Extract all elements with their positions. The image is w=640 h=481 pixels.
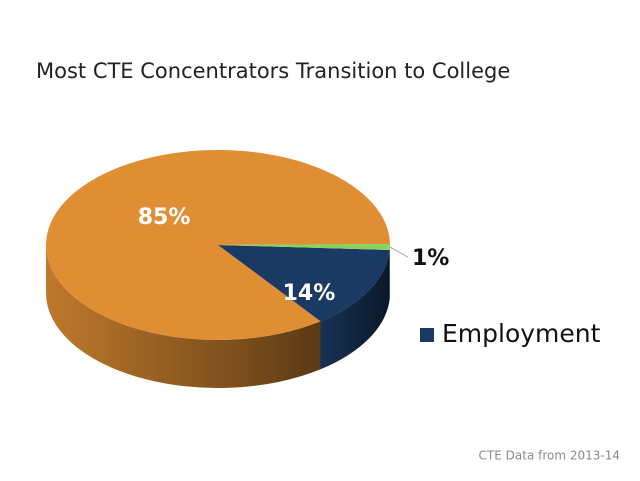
slice: [218, 245, 390, 322]
data-label: 1%: [412, 246, 449, 271]
legend-label: Employment: [442, 319, 601, 348]
legend-swatch: [420, 328, 434, 342]
chart-title: Most CTE Concentrators Transition to Col…: [36, 59, 510, 83]
slice-side-shade: [46, 245, 321, 389]
data-label: 14%: [283, 281, 336, 306]
source-note: CTE Data from 2013-14: [479, 449, 620, 463]
slice-side-shade: [320, 250, 390, 370]
data-label: 85%: [138, 205, 191, 230]
slice: [218, 244, 391, 251]
leader-line: [389, 246, 409, 258]
slice: [46, 150, 390, 340]
